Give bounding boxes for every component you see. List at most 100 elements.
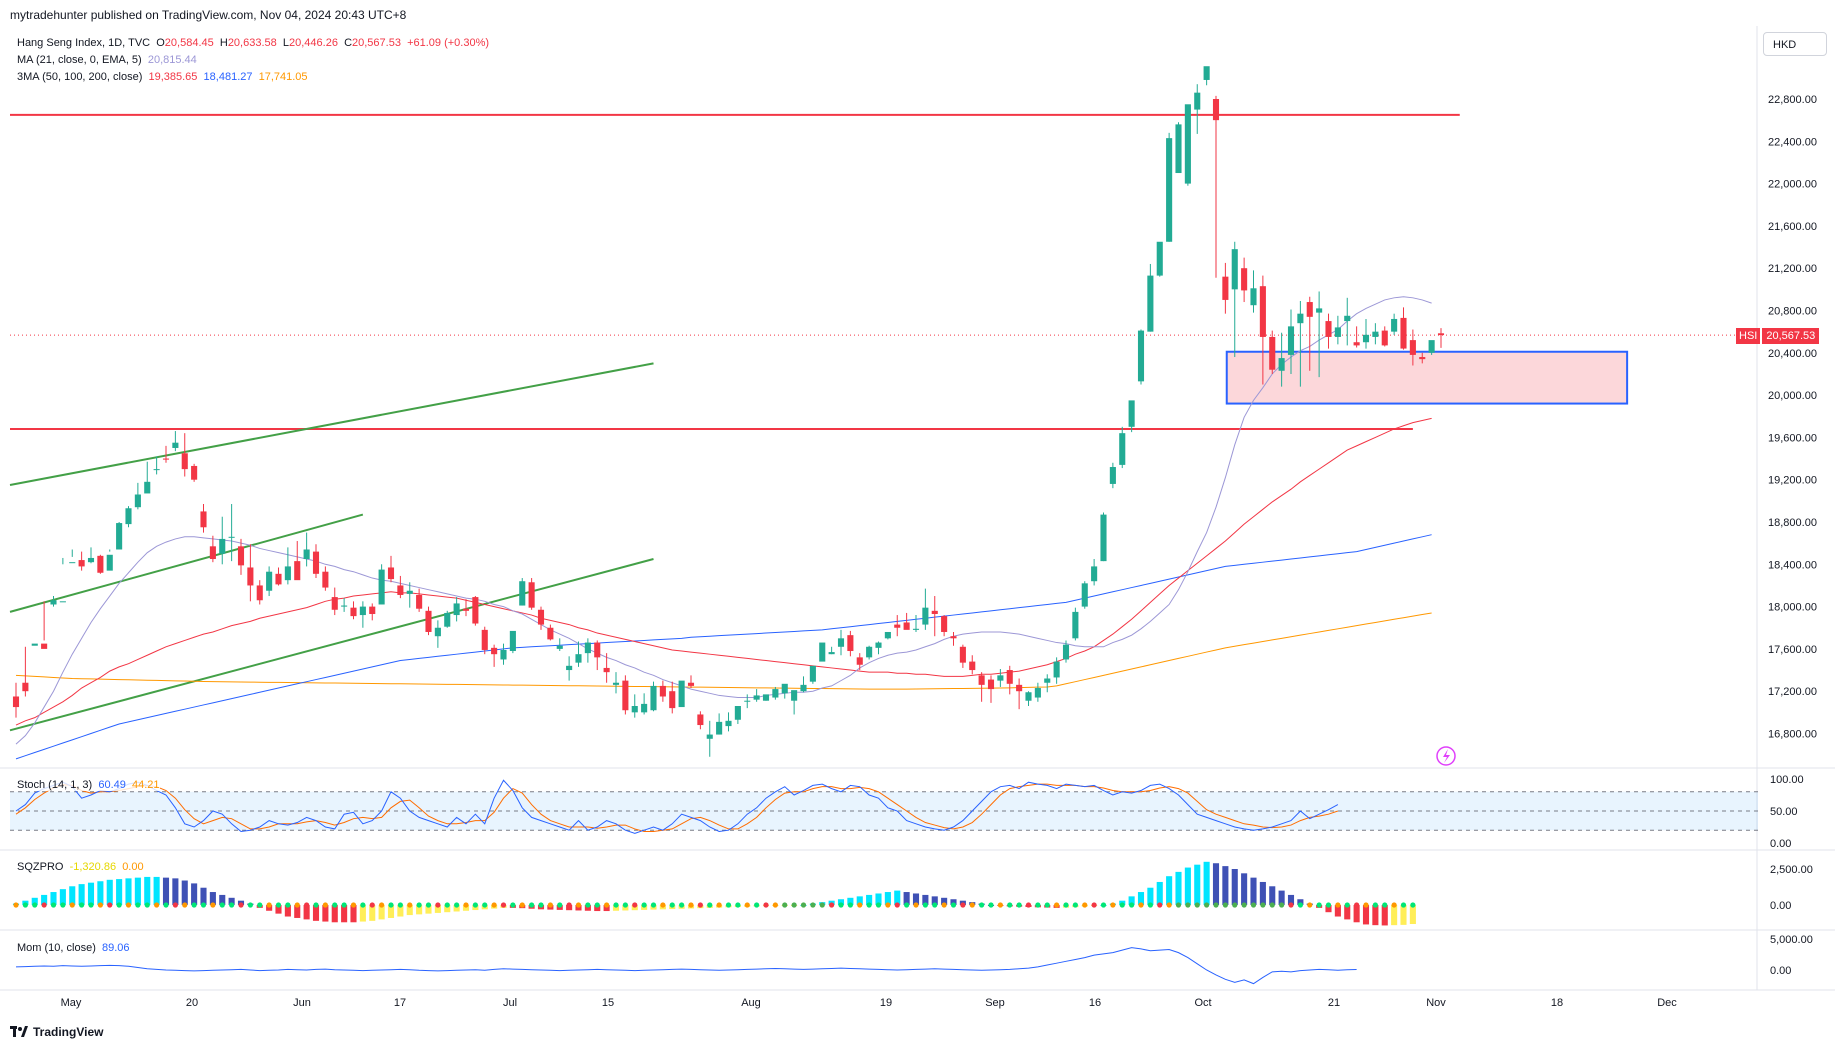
price-tick-label: 18,800.00 — [1768, 517, 1817, 529]
sqz-dot — [1213, 902, 1219, 908]
sqz-histogram-bar — [181, 880, 188, 905]
stoch-legend[interactable]: Stoch (14, 1, 3) 60.49 44.21 — [17, 779, 160, 791]
candle-body — [612, 682, 620, 685]
legend-ma-value: 20,815.44 — [147, 54, 197, 66]
candle-body — [1044, 678, 1051, 683]
sqz-histogram-bar — [331, 905, 338, 923]
sqz-dot — [679, 902, 685, 908]
ema21-line — [15, 296, 1432, 745]
candle-body — [397, 585, 404, 595]
sqz-histogram-bar — [912, 893, 920, 905]
event-marker[interactable] — [1436, 746, 1456, 766]
sqz-histogram-bar — [31, 897, 38, 905]
candle-body — [566, 665, 573, 671]
sqz-histogram-bar — [1241, 873, 1248, 905]
legend-row-3ma[interactable]: 3MA (50, 100, 200, close) 19,385.65 18,4… — [17, 69, 489, 86]
candle-body — [341, 605, 348, 607]
sqz-histogram-bar — [369, 905, 376, 921]
candle-body — [387, 567, 395, 580]
sqz-dot — [50, 902, 57, 908]
candle-body — [1316, 308, 1323, 313]
time-axis[interactable]: May 20 Jun 17 Jul 15 Aug 19 Sep 16 Oct 21 Nov 18 Dec — [61, 997, 1678, 1009]
sqz-dot — [332, 902, 338, 908]
sqz-histogram-bar — [266, 905, 273, 911]
sqz-dot — [97, 902, 103, 908]
mom-value: 89.06 — [101, 942, 130, 954]
legend-3ma-label: 3MA (50, 100, 200, close) — [17, 71, 143, 83]
sqz-histogram-bar — [903, 892, 910, 905]
sqz-histogram-bar — [387, 905, 395, 918]
candle-body — [594, 642, 601, 658]
mom-legend[interactable]: Mom (10, close) 89.06 — [17, 942, 130, 954]
candle-body — [359, 606, 366, 616]
momentum-line — [15, 947, 1357, 985]
momentum-pane — [15, 947, 1357, 985]
sqz-histogram-bar — [1344, 905, 1351, 920]
sqz-histogram-bar — [1259, 881, 1266, 905]
sqz-dot — [1363, 902, 1369, 908]
candle-body — [1381, 330, 1388, 346]
candle-body — [434, 627, 441, 637]
candle-body — [622, 680, 629, 711]
sqz-histogram-bar — [603, 905, 610, 912]
sqz-dot — [425, 902, 432, 908]
sqz-dot — [1100, 902, 1107, 908]
time-tick-label: 17 — [394, 997, 406, 1009]
grid — [0, 26, 1835, 991]
sqz-dot — [1157, 902, 1163, 908]
candle-body — [884, 631, 891, 639]
sqz-dot — [304, 902, 310, 908]
sqz-dot — [941, 902, 947, 908]
sqz-histogram-bar — [584, 905, 591, 911]
time-tick-label: Dec — [1657, 997, 1677, 1009]
sma200-line — [15, 612, 1432, 690]
candle-body — [941, 616, 948, 632]
sqz-dot — [1391, 902, 1397, 908]
candle-body — [959, 646, 966, 663]
candle-body — [856, 657, 863, 665]
sqz-dot — [369, 902, 375, 908]
sqz-dot — [416, 902, 422, 908]
legend-symbol[interactable]: Hang Seng Index, 1D, TVC — [17, 37, 151, 49]
candle-body — [547, 627, 554, 640]
time-tick-label: Nov — [1426, 997, 1446, 1009]
candle-body — [1081, 583, 1088, 607]
sqz-dot — [1072, 902, 1078, 908]
candle-body — [969, 661, 976, 671]
legend-row-ma[interactable]: MA (21, close, 0, EMA, 5) 20,815.44 — [17, 52, 489, 69]
sqz-dot — [641, 902, 647, 908]
sqz-dot — [229, 902, 235, 908]
candle-body — [312, 551, 320, 574]
sqz-histogram-bar — [594, 905, 601, 912]
candle-body — [1100, 514, 1107, 562]
sqz-dot — [547, 902, 553, 908]
candle-body — [1175, 124, 1182, 174]
sqz-dot — [763, 902, 769, 908]
sqz-dot — [604, 902, 610, 908]
sqz-dot — [857, 902, 863, 908]
sqz-dot — [163, 902, 169, 908]
sqz-legend[interactable]: SQZPRO -1,320.86 0.00 — [17, 861, 144, 873]
sqz-dot — [500, 902, 507, 908]
currency-selector[interactable]: HKD — [1763, 32, 1827, 56]
sqz-histogram-bar — [144, 876, 151, 905]
price-axis[interactable]: 22,800.00 22,400.00 22,000.00 21,600.00 21,2… — [1768, 94, 1817, 977]
candle-body — [50, 600, 57, 605]
sqz-histogram-bar — [884, 892, 891, 905]
sqz-histogram-bar — [1250, 877, 1257, 905]
price-tag-symbol: HSI — [1736, 328, 1761, 344]
sqz-dot — [950, 902, 957, 908]
sqz-value: -1,320.86 — [69, 861, 117, 873]
sqz-dot — [322, 902, 328, 908]
candle-body — [894, 624, 901, 628]
tradingview-logo[interactable]: TradingView — [10, 1025, 103, 1039]
candle-body — [200, 511, 207, 528]
candle-body — [322, 571, 329, 588]
candle-body — [575, 654, 582, 663]
time-tick-label: 20 — [186, 997, 198, 1009]
sqz-dot — [800, 902, 807, 908]
sqz-dot — [707, 902, 713, 908]
sqz-dot — [969, 902, 975, 908]
sqz-histogram-bar — [125, 878, 132, 905]
